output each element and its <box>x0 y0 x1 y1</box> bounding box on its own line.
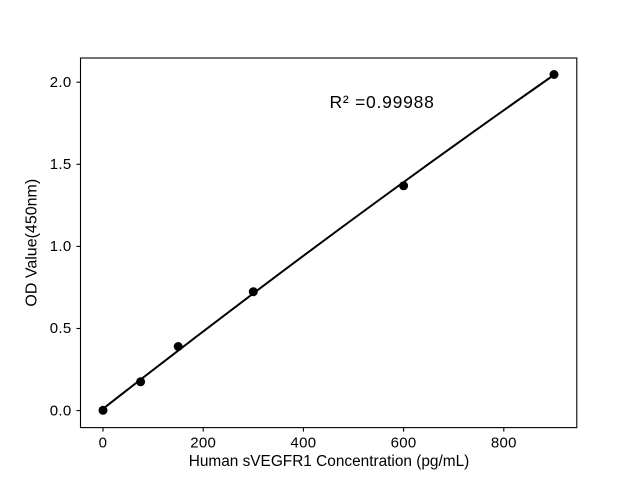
svg-text:2.0: 2.0 <box>50 74 72 91</box>
svg-text:400: 400 <box>290 435 316 452</box>
svg-text:200: 200 <box>190 435 216 452</box>
svg-text:R² =0.99988: R² =0.99988 <box>330 92 435 112</box>
svg-text:800: 800 <box>491 435 517 452</box>
svg-text:OD Value(450nm): OD Value(450nm) <box>24 179 41 307</box>
svg-text:1.0: 1.0 <box>50 238 72 255</box>
svg-text:600: 600 <box>391 435 417 452</box>
svg-text:0: 0 <box>99 435 108 452</box>
svg-text:Human sVEGFR1 Concentration (p: Human sVEGFR1 Concentration (pg/mL) <box>189 453 470 470</box>
svg-text:1.5: 1.5 <box>50 156 72 173</box>
svg-text:0.5: 0.5 <box>50 320 72 337</box>
svg-text:0.0: 0.0 <box>50 402 72 419</box>
